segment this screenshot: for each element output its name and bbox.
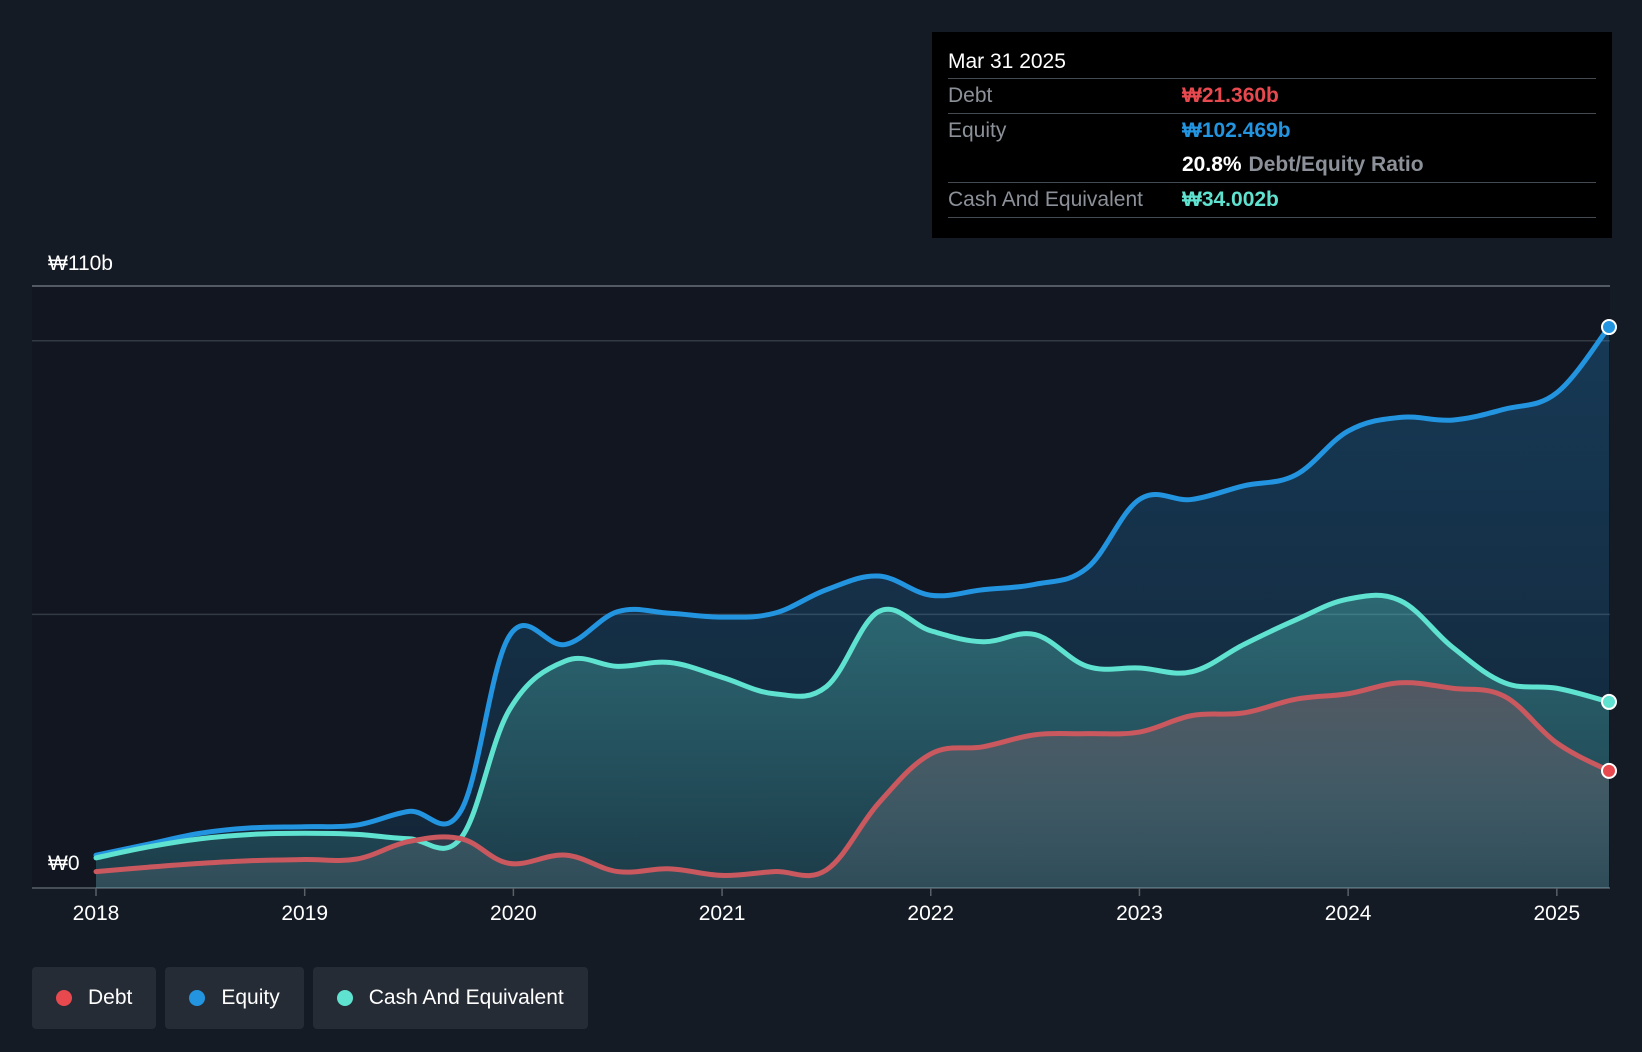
legend-equity-label: Equity bbox=[221, 986, 280, 1009]
x-tick-label-2019: 2019 bbox=[281, 902, 328, 925]
debt-line bbox=[93, 680, 1612, 879]
tooltip-equity-value: ₩102.469b bbox=[1182, 119, 1291, 142]
tooltip-debt-label: Debt bbox=[948, 84, 993, 107]
cash-end-marker bbox=[1601, 693, 1617, 710]
debt-dot-icon bbox=[56, 990, 72, 1006]
end-markers bbox=[1601, 319, 1617, 779]
equity-dot-icon bbox=[189, 990, 206, 1006]
debt-area bbox=[96, 682, 1609, 888]
tooltip-ratio-value: 20.8% bbox=[1182, 153, 1242, 176]
x-tick-label-2021: 2021 bbox=[699, 902, 746, 925]
x-tick-label-2023: 2023 bbox=[1116, 902, 1163, 925]
y-axis-top-label: ₩110b bbox=[48, 252, 113, 275]
legend-cash-label: Cash And Equivalent bbox=[368, 986, 564, 1009]
x-tick-label-2022: 2022 bbox=[907, 902, 954, 925]
tooltip-date: Mar 31 2025 bbox=[948, 50, 1066, 73]
y-axis-zero-label: ₩0 bbox=[48, 852, 80, 875]
tooltip-panel: Mar 31 2025 Debt ₩21.360b Equity ₩102.46… bbox=[932, 32, 1612, 238]
cash-line bbox=[93, 592, 1612, 861]
debt-end-marker bbox=[1601, 762, 1617, 779]
tooltip-equity-label: Equity bbox=[948, 119, 1007, 142]
legend-item-equity[interactable]: Equity bbox=[165, 967, 304, 1029]
tooltip-cash-value: ₩34.002b bbox=[1182, 188, 1279, 211]
x-tick-label-2018: 2018 bbox=[73, 902, 120, 925]
tooltip-debt-value: ₩21.360b bbox=[1182, 84, 1279, 107]
tooltip-row-ratio: 20.8% Debt/Equity Ratio bbox=[948, 148, 1596, 182]
equity-line bbox=[93, 324, 1612, 858]
tooltip-row-debt: Debt ₩21.360b bbox=[948, 78, 1596, 113]
tooltip-row-cash: Cash And Equivalent ₩34.002b bbox=[948, 182, 1596, 218]
cash-dot-icon bbox=[336, 990, 353, 1006]
series-lines bbox=[93, 324, 1612, 879]
legend-item-cash[interactable]: Cash And Equivalent bbox=[312, 967, 588, 1029]
axis-labels: ₩110b ₩0 2018 2019 2020 2021 2022 2023 2024 202… bbox=[48, 252, 1580, 925]
legend-debt-label: Debt bbox=[88, 986, 133, 1009]
chart-legend: Debt Equity Cash And Equivalent bbox=[32, 967, 588, 1029]
equity-end-marker bbox=[1601, 319, 1617, 336]
tooltip-row-equity: Equity ₩102.469b bbox=[948, 113, 1596, 148]
tooltip-cash-label: Cash And Equivalent bbox=[948, 188, 1143, 211]
x-tick-label-2024: 2024 bbox=[1325, 902, 1372, 925]
tooltip-ratio-label: Debt/Equity Ratio bbox=[1248, 153, 1424, 176]
x-tick-label-2025: 2025 bbox=[1533, 902, 1580, 925]
legend-item-debt[interactable]: Debt bbox=[32, 967, 157, 1029]
x-tick-label-2020: 2020 bbox=[490, 902, 537, 925]
